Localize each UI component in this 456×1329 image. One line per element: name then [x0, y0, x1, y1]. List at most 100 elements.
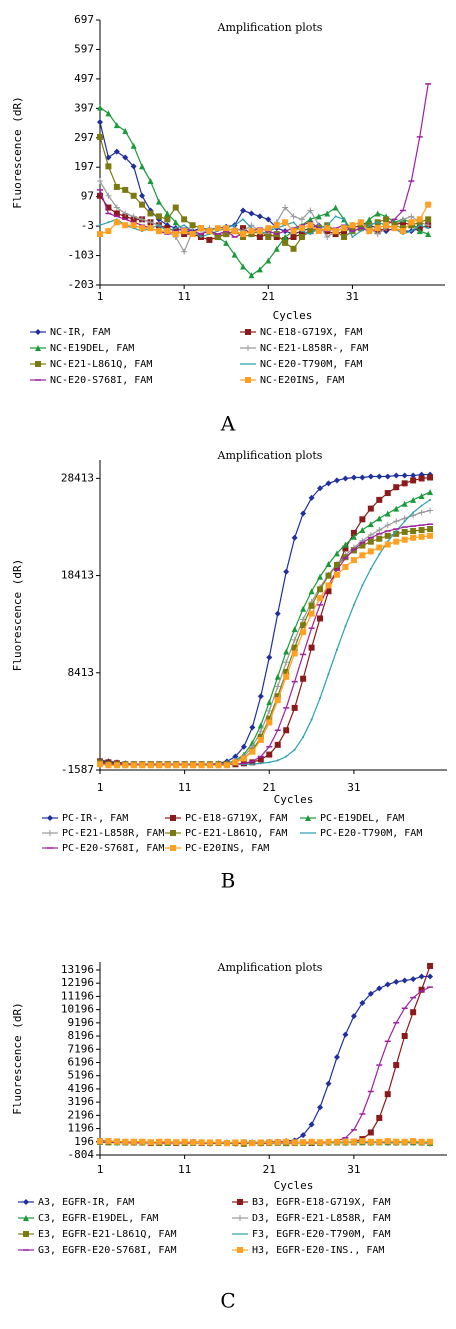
data-point [130, 222, 137, 229]
legend-label: NC-E21-L858R-, FAM [260, 343, 368, 354]
data-point [139, 192, 146, 199]
legend-marker [305, 815, 311, 821]
data-point [300, 629, 307, 636]
x-tick-label: 1 [97, 290, 104, 303]
data-point [155, 198, 162, 205]
data-point [231, 228, 238, 235]
x-tick-label: 31 [346, 290, 359, 303]
data-point [113, 219, 120, 226]
data-point [349, 222, 356, 229]
x-tick-label: 11 [178, 781, 191, 794]
data-point [393, 1138, 400, 1145]
data-point [215, 1139, 222, 1146]
data-point [257, 756, 264, 763]
data-point [359, 474, 366, 481]
data-point [367, 990, 374, 997]
legend-marker [237, 1247, 243, 1253]
data-point [367, 473, 374, 480]
legend-label: PC-E18-G719X, FAM [185, 813, 287, 824]
data-point [369, 567, 372, 570]
y-tick-label: 297 [74, 131, 94, 144]
data-point [376, 1138, 383, 1145]
chart-title: Amplification plots [217, 961, 323, 974]
series [97, 104, 432, 279]
legend-label: PC-E20INS, FAM [185, 843, 269, 854]
data-point [155, 228, 162, 235]
y-tick-label: -1587 [61, 763, 94, 776]
data-point [418, 526, 425, 533]
data-point [425, 216, 432, 223]
data-point [164, 762, 171, 769]
chart-title: Amplification plots [217, 449, 323, 462]
legend-marker [47, 815, 53, 821]
data-point [352, 603, 355, 606]
data-point [282, 219, 289, 226]
data-point [427, 526, 434, 533]
data-point [399, 228, 406, 235]
data-point [376, 496, 383, 503]
data-point [97, 231, 103, 238]
data-point [334, 215, 337, 218]
data-point [324, 234, 331, 241]
data-point [197, 225, 204, 232]
data-point [147, 178, 154, 185]
data-point [393, 505, 400, 512]
data-point [300, 605, 307, 612]
data-point [232, 753, 239, 760]
series [97, 973, 434, 1147]
data-point [317, 615, 324, 622]
data-point [357, 219, 364, 226]
y-tick-label: 8196 [68, 1029, 95, 1042]
data-point [274, 673, 281, 680]
data-point [317, 586, 324, 593]
data-point [122, 222, 129, 229]
data-point [157, 224, 160, 227]
data-point [315, 228, 322, 235]
data-point [383, 216, 390, 223]
y-tick-label: 28413 [61, 471, 94, 484]
y-tick-label: -103 [68, 249, 95, 262]
data-point [122, 128, 129, 135]
data-point [350, 533, 357, 540]
data-point [418, 492, 425, 499]
data-point [256, 228, 263, 235]
data-point [376, 1114, 383, 1121]
data-point [307, 216, 314, 223]
data-point [139, 216, 146, 223]
data-point [384, 510, 391, 517]
series-line [99, 986, 431, 1144]
data-point [317, 1139, 324, 1146]
data-point [97, 133, 103, 140]
data-point [183, 224, 186, 227]
data-point [198, 762, 205, 769]
data-point [257, 736, 264, 743]
data-point [122, 762, 129, 769]
data-point [173, 762, 180, 769]
data-point [325, 572, 332, 579]
data-point [291, 636, 298, 643]
data-point [374, 231, 381, 238]
data-point [366, 228, 373, 235]
x-tick-label: 1 [97, 781, 104, 794]
series [97, 532, 434, 769]
data-point [418, 1138, 425, 1145]
data-point [427, 474, 434, 481]
data-point [418, 533, 425, 540]
data-point [122, 210, 129, 217]
data-point [181, 248, 188, 255]
data-point [333, 571, 340, 578]
x-axis-label: Cycles [274, 1179, 314, 1192]
series-line [99, 523, 431, 765]
data-point [298, 234, 305, 241]
data-point [359, 516, 366, 523]
data-point [164, 1138, 171, 1145]
data-point [341, 225, 348, 232]
data-point [256, 266, 263, 273]
data-point [130, 762, 137, 769]
data-point [266, 1139, 273, 1146]
legend-marker [35, 345, 41, 351]
data-point [359, 552, 366, 559]
data-point [139, 201, 146, 208]
x-tick-label: 21 [263, 1163, 276, 1176]
data-point [341, 234, 348, 241]
